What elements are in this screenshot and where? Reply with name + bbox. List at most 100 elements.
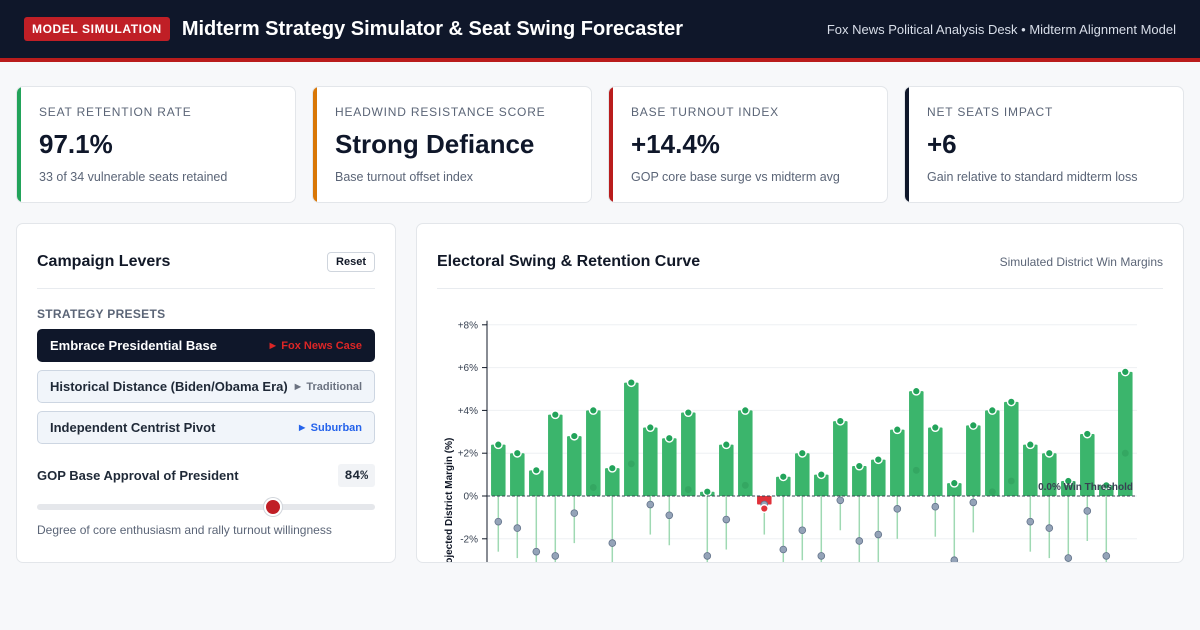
preset-label: Embrace Presidential Base [50,338,217,353]
district-bar [814,474,829,496]
district-bar [719,444,734,496]
simulated-margin-marker [1044,448,1054,458]
district-bar [947,483,962,496]
reset-button[interactable]: Reset [327,252,375,272]
swing-chart-panel: Electoral Swing & Retention Curve Simula… [416,223,1184,563]
preset-tag: ► Fox News Case [267,339,362,352]
kpi-seat-retention: Seat Retention Rate 97.1% 33 of 34 vulne… [16,86,296,203]
swing-retention-chart: +8% +6% +4% +2% 0% -2% Projected District Marg… [444,320,1137,562]
baseline-dot [589,484,597,491]
preset-independent-centrist-pivot[interactable]: Independent Centrist Pivot ► Suburban [37,411,375,444]
simulated-margin-marker [778,472,788,482]
kpi-net-seats: Net Seats Impact +6 Gain relative to sta… [904,86,1184,203]
district-bar [1061,481,1076,496]
baseline-dot [817,552,826,560]
simulated-margin-marker [816,470,826,480]
baseline-dot [1121,449,1129,457]
district-bar [909,391,924,496]
baseline-dot [988,488,996,496]
chart-title: Electoral Swing & Retention Curve [437,253,701,270]
y-tick-label: +4% [458,406,478,417]
simulated-margin-marker [721,440,731,450]
simulated-margin-marker [588,405,598,415]
levers-header: Campaign Levers Reset [37,246,375,289]
baseline-dot [646,500,655,509]
header-subtitle: Fox News Political Analysis Desk • Midte… [826,21,1176,37]
district-bar [757,496,772,505]
simulated-margin-marker [569,431,579,441]
y-tick-label: 0% [464,492,479,503]
district-bar [890,429,905,496]
kpi-value: 97.1% [39,129,113,159]
campaign-levers-panel: Campaign Levers Reset Strategy Presets E… [16,223,396,563]
simulated-margin-marker [645,423,655,433]
district-bar [548,414,563,496]
baseline-dot [551,552,560,560]
simulated-margin-marker [1082,429,1092,439]
district-bar [586,410,601,496]
preset-label: Historical Distance (Biden/Obama Era) [50,379,288,394]
simulated-margin-marker [759,504,769,514]
district-bar [567,436,582,496]
district-bar [776,476,791,496]
simulated-margin-marker [1120,367,1130,377]
approval-slider-label: GOP Base Approval of President [37,468,239,483]
baseline-dot [893,505,902,513]
model-simulation-badge: MODEL SIMULATION [24,17,170,41]
simulated-margin-marker [987,405,997,415]
kpi-headwind-resistance: Headwind Resistance Score Strong Defianc… [312,86,592,203]
kpi-label: Seat Retention Rate [39,105,192,119]
simulated-margin-marker [1006,397,1016,407]
district-bar [1004,401,1019,496]
kpi-subtext: Base turnout offset index [335,170,474,184]
approval-slider-value: 84% [337,464,375,487]
district-bar [662,438,677,496]
district-bar [928,427,943,496]
district-bar [738,410,753,496]
simulated-margin-marker [702,487,712,497]
district-bar [1042,453,1057,496]
kpi-label: Base Turnout Index [631,105,779,119]
kpi-label: Headwind Resistance Score [335,105,546,119]
kpi-value: +14.4% [631,129,720,159]
baseline-dot [532,547,541,556]
simulated-margin-marker [854,461,864,471]
simulated-margin-marker [892,425,902,435]
preset-tag: ► Suburban [296,421,362,434]
district-bar [985,410,1000,496]
levers-title: Campaign Levers [37,253,171,270]
chart-header: Electoral Swing & Retention Curve Simula… [437,246,1163,289]
kpi-subtext: Gain relative to standard midterm loss [927,170,1138,184]
baseline-dot [1083,507,1092,515]
baseline-dot [874,530,883,539]
district-bar [681,412,696,496]
simulated-margin-marker [664,433,674,443]
baseline-dot [779,545,788,554]
kpi-subtext: 33 of 34 vulnerable seats retained [39,170,228,184]
baseline-dot [836,496,845,505]
preset-historical-distance[interactable]: Historical Distance (Biden/Obama Era) ► … [37,370,375,403]
district-bar [852,466,867,496]
district-bar [966,425,981,496]
kpi-value: Strong Defiance [335,129,535,159]
district-bar [491,444,506,496]
baseline-dot [627,460,635,468]
chart-note: Simulated District Win Margins [999,255,1163,269]
baseline-dot [950,556,959,562]
baseline-dot [1026,517,1035,526]
preset-tag: ► Traditional [292,380,362,393]
simulated-margin-marker [968,420,978,430]
preset-embrace-presidential-base[interactable]: Embrace Presidential Base ► Fox News Cas… [37,329,375,362]
approval-slider-thumb[interactable] [264,498,282,516]
simulated-margin-marker [1101,480,1111,490]
baseline-dot [741,481,749,489]
simulated-margin-marker [949,478,959,488]
approval-slider-track[interactable] [37,498,375,516]
y-tick-label: +8% [458,320,478,331]
app-title: Midterm Strategy Simulator & Seat Swing … [181,17,684,40]
baseline-dot [513,524,522,532]
simulated-margin-marker [797,448,807,458]
kpi-base-turnout: Base Turnout Index +14.4% GOP core base … [608,86,888,203]
district-bar [1023,444,1038,496]
simulated-margin-marker [873,455,883,465]
